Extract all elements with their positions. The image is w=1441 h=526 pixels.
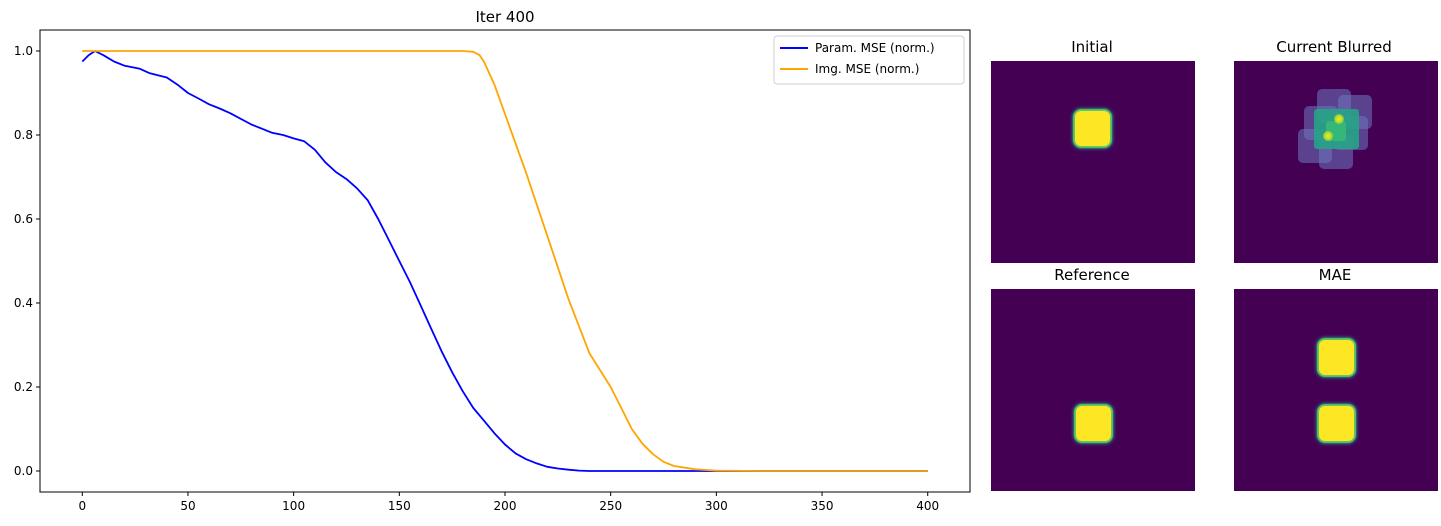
legend-box — [773, 35, 965, 85]
legend-label-1: Img. MSE (norm.) — [815, 62, 919, 76]
series-line-0 — [81, 50, 928, 472]
x-tick-label: 200 — [494, 499, 517, 513]
legend: Param. MSE (norm.) Img. MSE (norm.) — [773, 35, 965, 85]
panel-reference — [991, 289, 1195, 491]
panel-initial — [991, 61, 1195, 263]
reference-square — [1076, 406, 1111, 441]
panel-current-blurred — [1234, 61, 1438, 263]
loss-chart: Iter 400 0 50 100 150 200 250 300 350 400 0.0 0.2 0… — [14, 8, 971, 513]
panel-title-mae: MAE — [1318, 266, 1352, 284]
y-tick-label: 0.2 — [14, 380, 33, 394]
plot-frame — [39, 29, 971, 493]
y-tick-label: 0.6 — [14, 212, 33, 226]
series-line-1 — [82, 50, 928, 472]
initial-square — [1075, 111, 1110, 146]
x-tick-label: 350 — [811, 499, 834, 513]
legend-label-0: Param. MSE (norm.) — [815, 41, 935, 55]
blur-hotspot — [1334, 114, 1344, 124]
chart-title: Iter 400 — [475, 8, 534, 26]
panel-mae — [1234, 289, 1438, 491]
y-tick-label: 0.4 — [14, 296, 33, 310]
x-tick-label: 100 — [282, 499, 305, 513]
y-tick-label: 0.0 — [14, 464, 33, 478]
x-tick-label: 300 — [705, 499, 728, 513]
panel-title-current-blurred: Current Blurred — [1276, 38, 1392, 56]
x-tick-label: 400 — [916, 499, 939, 513]
mae-square-bottom — [1319, 406, 1354, 441]
x-tick-label: 150 — [388, 499, 411, 513]
panel-title-initial: Initial — [1071, 38, 1113, 56]
x-tick-label: 50 — [180, 499, 195, 513]
mae-square-top — [1319, 340, 1354, 375]
x-tick-label: 250 — [599, 499, 622, 513]
y-tick-label: 0.8 — [14, 128, 33, 142]
blur-hotspot — [1323, 131, 1333, 141]
y-tick-label: 1.0 — [14, 44, 33, 58]
x-tick-label: 0 — [78, 499, 86, 513]
panel-title-reference: Reference — [1054, 266, 1130, 284]
